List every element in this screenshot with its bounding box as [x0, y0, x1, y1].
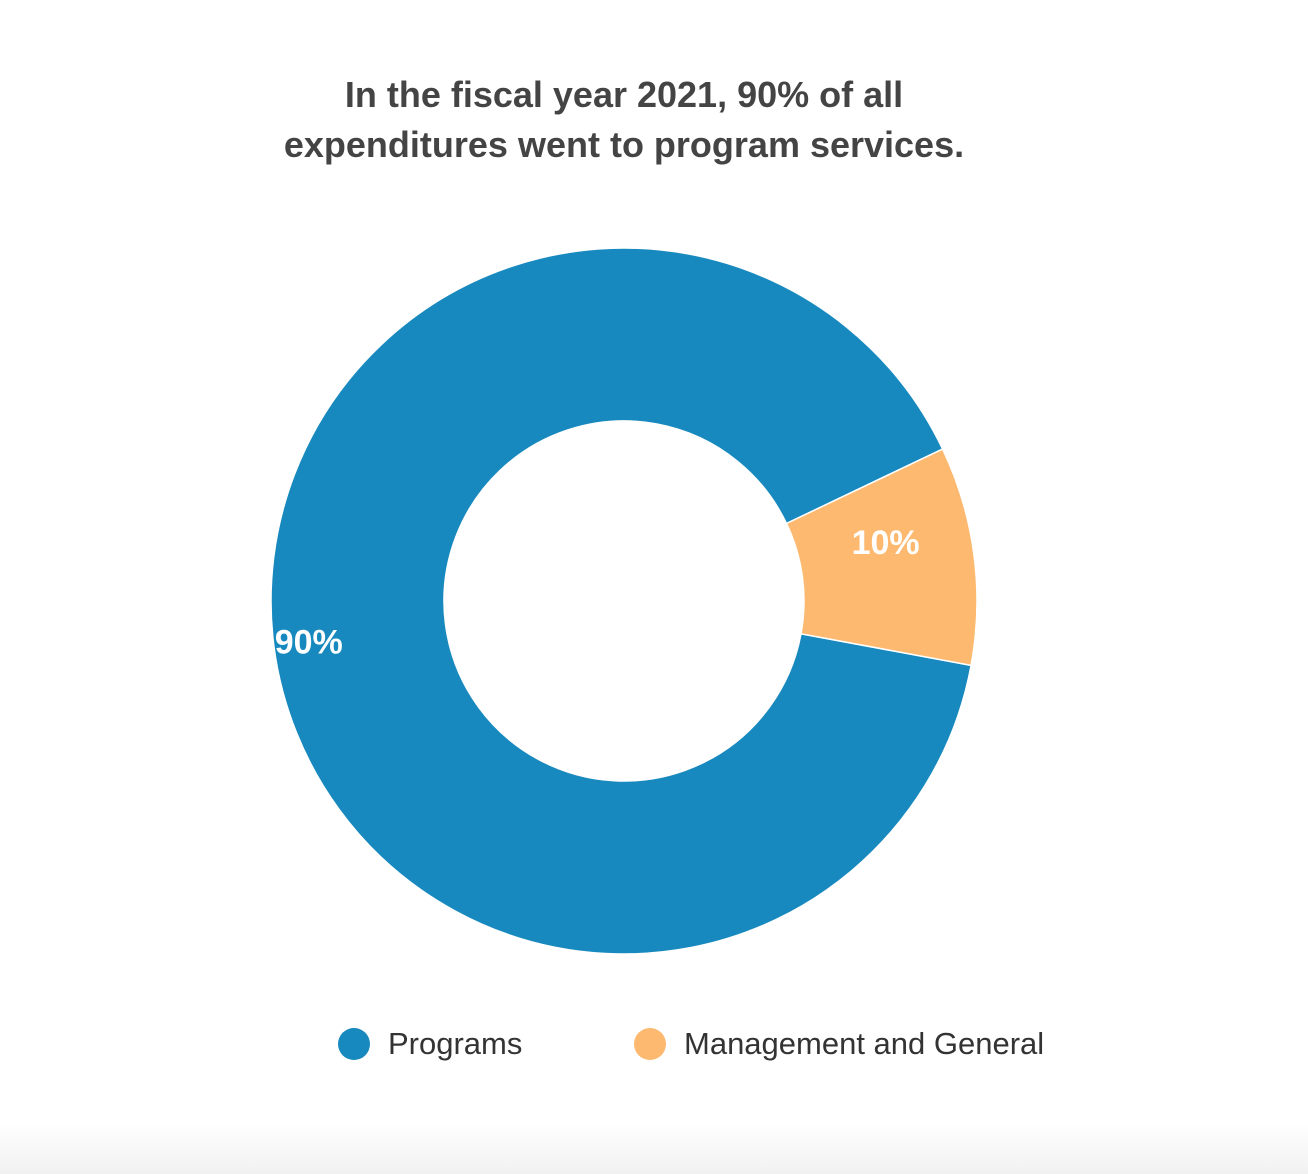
- data-label-programs: 90%: [275, 624, 343, 662]
- legend-swatch-programs: [338, 1028, 370, 1060]
- bottom-shadow-bar: [0, 1124, 1308, 1174]
- donut-chart: 90% 10%: [270, 247, 978, 955]
- legend-label-programs: Programs: [388, 1026, 523, 1061]
- legend-swatch-management-and-general: [634, 1028, 666, 1060]
- donut-slice-programs[interactable]: [270, 247, 972, 955]
- chart-legend: Programs Management and General: [0, 1022, 1308, 1066]
- donut-data-labels: 90% 10%: [275, 524, 920, 662]
- chart-title: In the fiscal year 2021, 90% of all expe…: [283, 74, 965, 165]
- donut-slice-management-and-general[interactable]: [785, 448, 978, 667]
- donut-slices: [270, 247, 978, 955]
- legend-item-management-and-general[interactable]: Management and General: [634, 1022, 1044, 1066]
- legend-item-programs[interactable]: Programs: [338, 1022, 522, 1066]
- legend-label-management-and-general: Management and General: [684, 1026, 1045, 1061]
- data-label-management-and-general: 10%: [852, 524, 920, 562]
